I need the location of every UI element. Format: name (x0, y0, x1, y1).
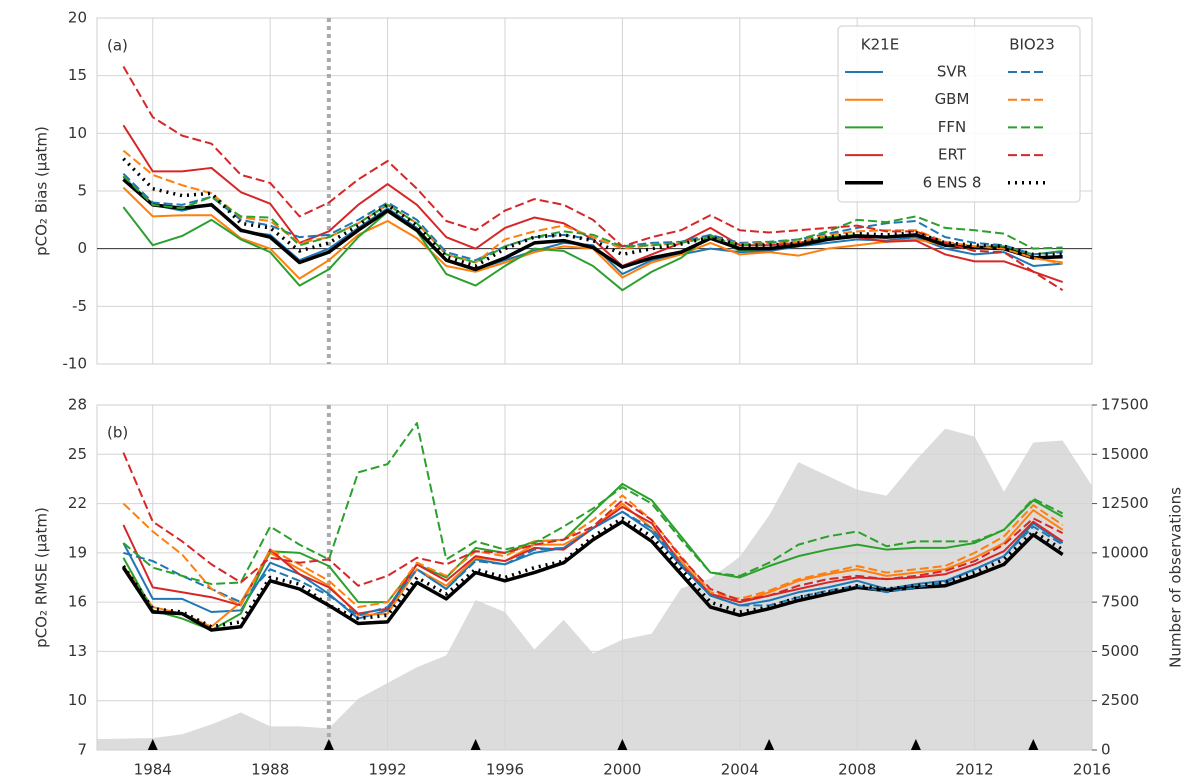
y-tick-label: 7 (77, 741, 87, 759)
y-tick-label: 16 (68, 593, 87, 611)
y2-tick-label: 17500 (1101, 396, 1149, 414)
x-tick-label: 1988 (251, 761, 289, 779)
y-axis-label: pCO₂ Bias (µatm) (33, 126, 51, 256)
series-line (122, 422, 1064, 586)
y-tick-label: 0 (77, 239, 87, 257)
marker (147, 739, 158, 750)
plot-frame (96, 404, 1093, 751)
legend-label: 6 ENS 8 (923, 173, 982, 191)
x-tick-label: 1996 (486, 761, 524, 779)
y-tick-label: 5 (77, 182, 87, 200)
y-tick-label: 13 (68, 642, 87, 660)
y-tick-label: 25 (68, 445, 87, 463)
legend-header: BIO23 (1009, 36, 1055, 54)
x-tick-label: 2004 (721, 761, 759, 779)
series-line (121, 516, 1064, 629)
legend-label: ERT (938, 146, 967, 164)
series-line (122, 482, 1064, 632)
legend-label: SVR (937, 63, 967, 81)
y2-tick-label: 15000 (1101, 445, 1149, 463)
x-tick-label: 2008 (838, 761, 876, 779)
y-tick-label: -10 (63, 355, 88, 373)
series-line (122, 172, 1063, 262)
y-tick-label: 28 (68, 396, 87, 414)
series-line (122, 494, 1064, 609)
series-line (123, 510, 1064, 617)
y-tick-label: -5 (72, 297, 87, 315)
y2-tick-label: 5000 (1101, 642, 1139, 660)
y-tick-label: 20 (68, 9, 87, 27)
y2-tick-label: 2500 (1101, 691, 1139, 709)
x-tick-label: 2016 (1073, 761, 1111, 779)
y-axis-label: pCO₂ RMSE (µatm) (33, 507, 51, 648)
x-tick-label: 2000 (603, 761, 641, 779)
series-line (122, 149, 1063, 265)
series-line (122, 65, 1064, 292)
y-tick-label: 10 (68, 124, 87, 142)
marker (470, 739, 481, 750)
observations-area (97, 428, 1092, 750)
y2-axis-label: Number of observations (1167, 487, 1185, 668)
y2-tick-label: 12500 (1101, 494, 1149, 512)
marker (617, 739, 628, 750)
marker (1028, 739, 1039, 750)
y2-tick-label: 0 (1101, 741, 1111, 759)
marker (910, 739, 921, 750)
y-tick-label: 19 (68, 543, 87, 561)
y-tick-label: 15 (68, 66, 87, 84)
marker (323, 739, 334, 750)
legend-header: K21E (861, 36, 899, 54)
y2-tick-label: 10000 (1101, 543, 1149, 561)
panel-label: (a) (107, 37, 128, 55)
x-tick-label: 1992 (368, 761, 406, 779)
legend-label: GBM (935, 90, 970, 108)
marker (764, 739, 775, 750)
x-tick-label: 1984 (134, 761, 172, 779)
y-tick-label: 22 (68, 494, 87, 512)
series-line (122, 178, 1063, 272)
y-tick-label: 10 (68, 691, 87, 709)
plot-frame (96, 17, 1093, 365)
legend-label: FFN (938, 118, 966, 136)
y2-tick-label: 7500 (1101, 593, 1139, 611)
series-line (122, 175, 1063, 264)
x-tick-label: 2012 (956, 761, 994, 779)
legend-box (837, 25, 1081, 203)
panel-label: (b) (107, 424, 128, 442)
